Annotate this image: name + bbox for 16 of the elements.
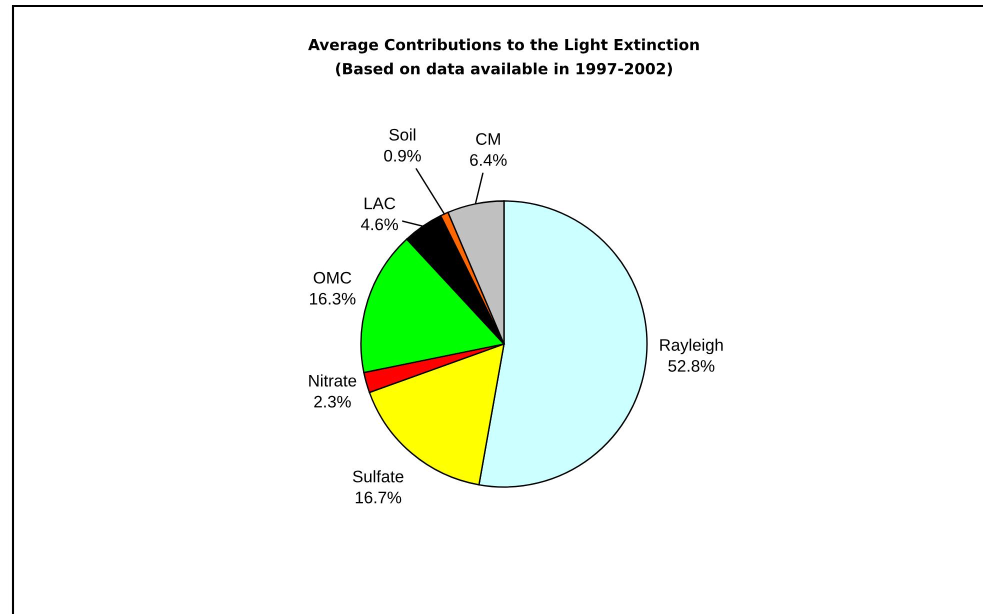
data-label: 0.9% (384, 150, 421, 162)
data-label: 52.8% (668, 360, 714, 372)
slice-label: LAC (364, 197, 396, 210)
slice-label: CM (476, 133, 500, 145)
chart-title: Average Contributions to the Light Extinction (308, 38, 699, 54)
slice-label: Soil (389, 128, 416, 141)
chart-subtitle: (Based on data available in 1997-2002) (336, 62, 672, 76)
data-label: 16.7% (356, 492, 402, 504)
slice-label: Nitrate (309, 374, 356, 387)
data-label: 4.6% (360, 218, 398, 230)
slice-label: OMC (314, 272, 352, 284)
slice-label: Sulfate (352, 470, 404, 482)
slice-label: Rayleigh (660, 338, 723, 354)
data-label: 16.3% (310, 292, 356, 305)
data-label: 2.3% (314, 396, 351, 408)
data-label: 6.4% (470, 154, 507, 166)
